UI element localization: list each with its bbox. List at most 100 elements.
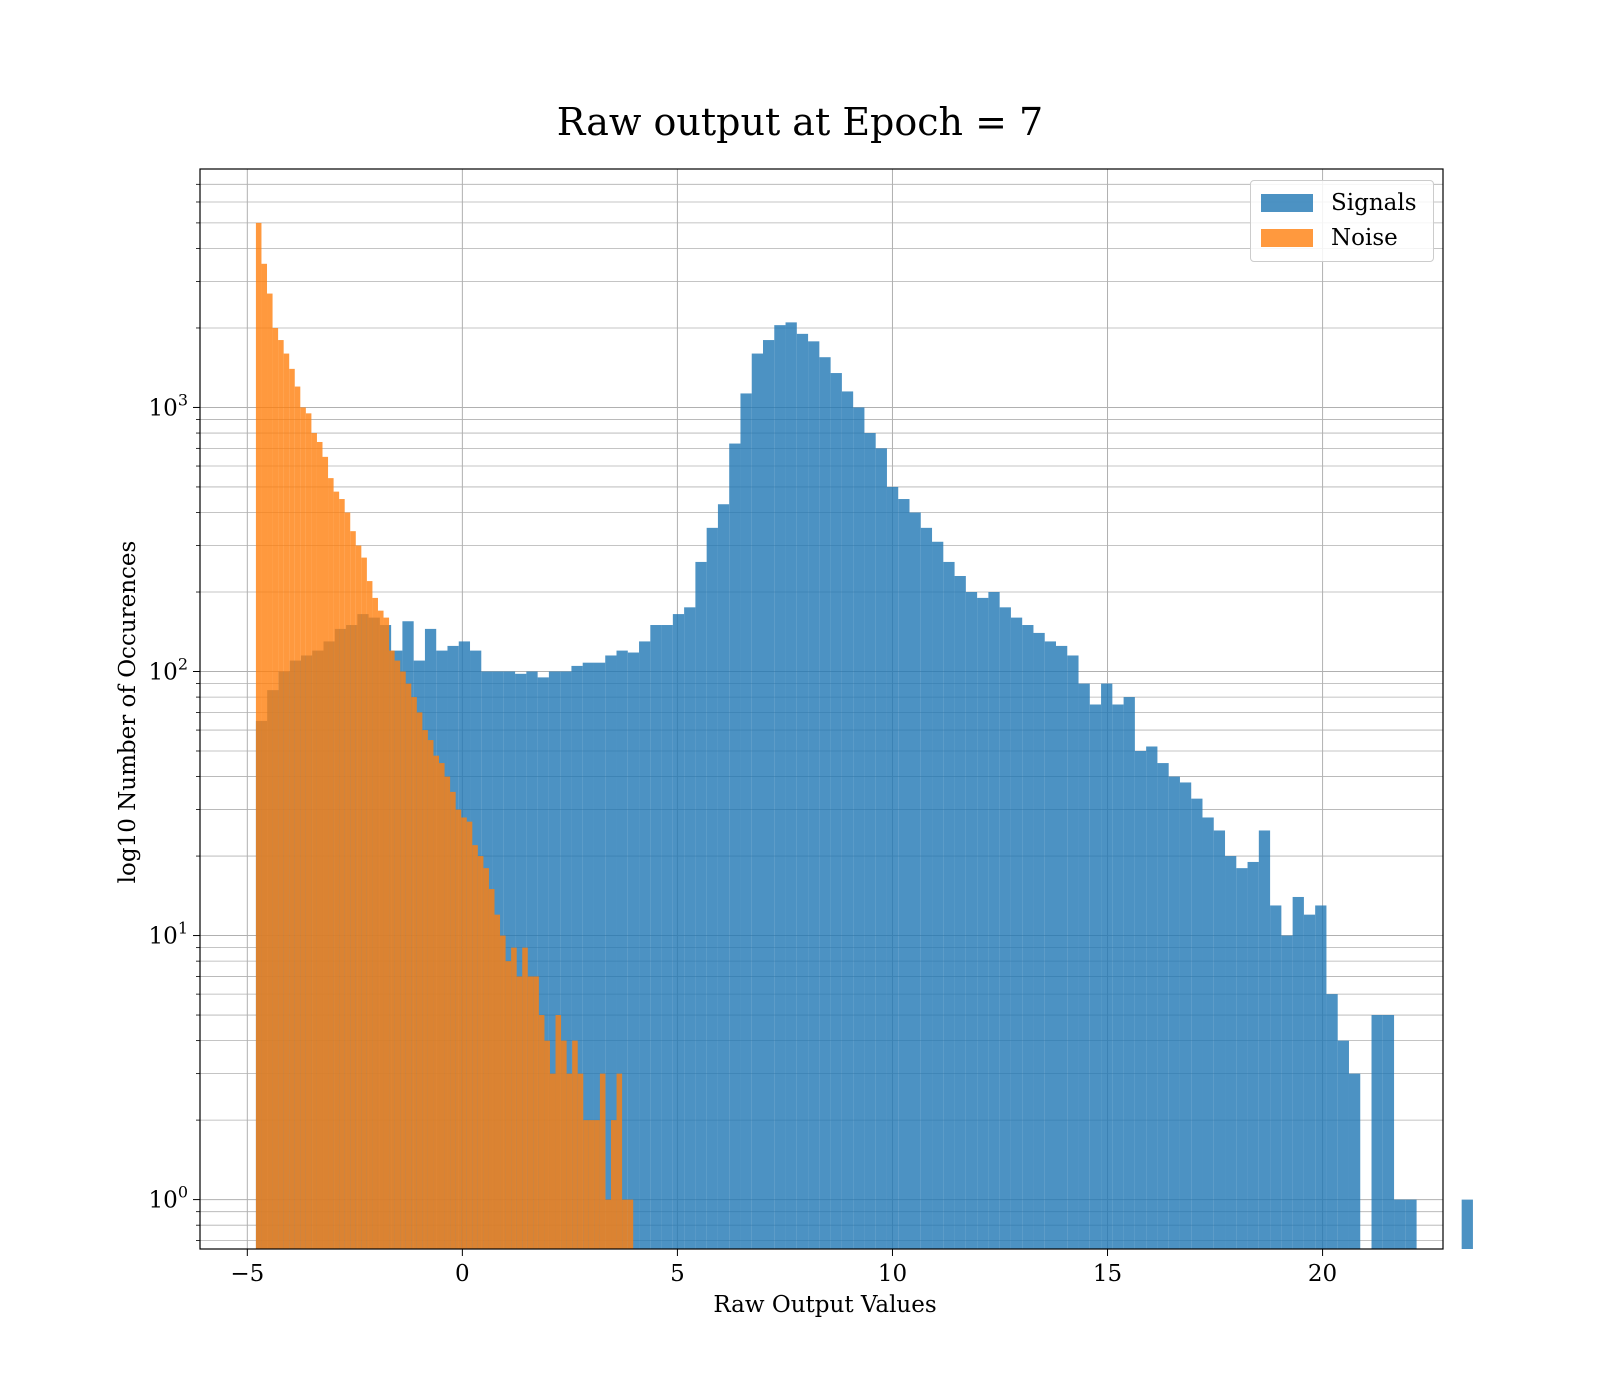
bar-noise	[311, 433, 317, 1250]
legend-label-noise: Noise	[1331, 225, 1398, 251]
bar-signals	[1292, 896, 1304, 1249]
bar-signals	[582, 662, 594, 1249]
bar-signals	[684, 607, 696, 1249]
bar-noise	[300, 407, 306, 1249]
bar-noise	[283, 353, 290, 1249]
bar-signals	[537, 677, 549, 1249]
bar-noise	[544, 1040, 550, 1249]
bar-signals	[1461, 1199, 1473, 1249]
bar-signals	[864, 433, 876, 1250]
bar-noise	[411, 697, 417, 1249]
bar-signals	[740, 393, 752, 1249]
bar-noise	[516, 976, 523, 1249]
x-tick-label: 15	[1093, 1261, 1122, 1287]
bar-signals	[796, 333, 809, 1249]
bar-signals	[1315, 905, 1327, 1249]
bar-noise	[500, 935, 506, 1249]
bar-noise	[344, 512, 351, 1249]
bar-signals	[1405, 1199, 1417, 1249]
bar-noise	[538, 1015, 545, 1249]
bar-signals	[999, 607, 1011, 1249]
x-tick-label: 10	[878, 1261, 907, 1287]
bar-signals	[1326, 994, 1338, 1249]
y-tick-label: 103	[149, 390, 188, 421]
bar-noise	[372, 597, 378, 1249]
bar-noise	[477, 856, 484, 1249]
bar-noise	[427, 740, 434, 1249]
bar-signals	[1157, 763, 1169, 1249]
legend-swatch-noise	[1261, 229, 1313, 247]
bar-signals	[763, 340, 775, 1249]
bar-noise	[278, 340, 284, 1249]
bar-noise	[394, 660, 401, 1249]
bar-signals	[1078, 683, 1090, 1249]
bar-signals	[1123, 697, 1135, 1249]
bar-signals	[808, 341, 820, 1250]
bar-signals	[954, 575, 966, 1249]
legend-label-signals: Signals	[1331, 190, 1417, 216]
bar-noise	[511, 947, 517, 1249]
bar-signals	[661, 625, 673, 1249]
bar-noise	[272, 327, 279, 1249]
bar-signals	[1179, 782, 1192, 1249]
bar-noise	[405, 683, 412, 1249]
bar-noise	[366, 581, 373, 1249]
bar-signals	[830, 373, 842, 1249]
bar-signals	[605, 655, 617, 1249]
bar-signals	[977, 597, 989, 1249]
bar-noise	[472, 845, 478, 1249]
y-tick-label: 100	[149, 1183, 188, 1214]
x-tick-label: 0	[455, 1261, 470, 1287]
bar-noise	[577, 1073, 584, 1249]
bar-signals	[503, 671, 516, 1249]
bar-signals	[1067, 655, 1079, 1249]
bar-noise	[461, 817, 467, 1249]
bar-noise	[377, 610, 384, 1249]
bar-signals	[1168, 776, 1180, 1249]
bar-signals	[785, 322, 797, 1249]
bar-signals	[751, 353, 764, 1249]
bar-signals	[1236, 868, 1248, 1249]
bar-signals	[717, 504, 730, 1249]
bar-noise	[322, 456, 329, 1250]
bar-signals	[548, 671, 561, 1249]
x-axis-label: Raw Output Values	[713, 1292, 937, 1318]
bar-noise	[305, 413, 312, 1250]
bar-signals	[1258, 830, 1271, 1249]
y-tick-label: 102	[149, 655, 188, 686]
bar-noise	[416, 712, 423, 1249]
bar-noise	[627, 1199, 634, 1249]
bar-noise	[466, 821, 473, 1249]
bar-signals	[988, 592, 1000, 1249]
bar-noise	[316, 441, 323, 1250]
bar-noise	[333, 491, 340, 1249]
bar-noise	[422, 730, 428, 1249]
bar-noise	[533, 976, 539, 1249]
bar-noise	[583, 1120, 589, 1249]
bar-noise	[383, 617, 390, 1249]
bar-noise	[527, 976, 534, 1249]
bar-noise	[522, 947, 528, 1249]
bar-signals	[886, 486, 899, 1250]
bar-signals	[853, 407, 865, 1249]
bar-signals	[1055, 645, 1068, 1249]
bar-noise	[355, 545, 362, 1249]
bar-signals	[932, 541, 944, 1249]
legend-swatch-signals	[1261, 194, 1313, 212]
bar-noise	[361, 557, 367, 1249]
legend-item-noise: Noise	[1261, 223, 1398, 253]
bar-signals	[729, 443, 741, 1249]
bar-noise	[328, 478, 334, 1249]
x-tick-label: 5	[670, 1261, 685, 1287]
bar-signals	[1270, 905, 1282, 1249]
x-tick-label: −5	[230, 1261, 264, 1287]
bar-signals	[1010, 617, 1023, 1249]
bar-noise	[339, 499, 345, 1249]
x-tick-label: 20	[1308, 1261, 1337, 1287]
bar-signals	[1191, 798, 1203, 1249]
bar-signals	[627, 652, 640, 1249]
bar-signals	[1303, 914, 1316, 1249]
bar-signals	[1101, 683, 1113, 1249]
